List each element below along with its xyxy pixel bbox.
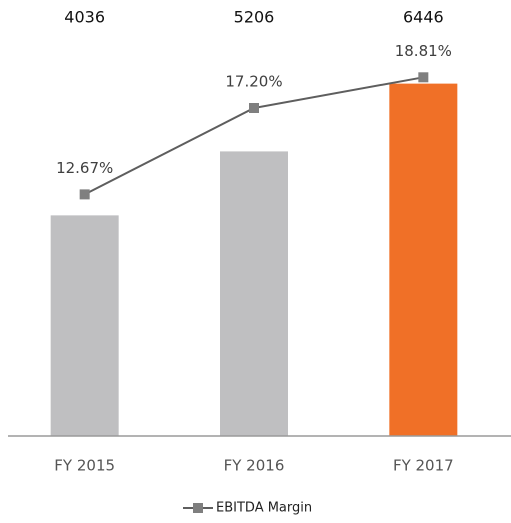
x-tick-label: FY 2017 (393, 457, 454, 475)
bar-value-label: 5206 (234, 8, 275, 27)
bar-value-label: 4036 (64, 8, 105, 27)
line-value-label: 18.81% (395, 42, 452, 60)
bar (389, 83, 458, 437)
legend-label: EBITDA Margin (216, 501, 312, 516)
line-value-label: 17.20% (225, 73, 282, 91)
legend-marker (193, 503, 203, 513)
x-tick-label: FY 2015 (54, 457, 115, 475)
bar (220, 151, 288, 436)
bar-value-label: 6446 (403, 8, 444, 27)
line-marker (249, 103, 259, 113)
bar (50, 215, 119, 436)
x-tick-label: FY 2016 (224, 457, 285, 475)
line-marker (418, 72, 429, 83)
line-marker (79, 189, 90, 200)
line-value-label: 12.67% (56, 159, 113, 177)
